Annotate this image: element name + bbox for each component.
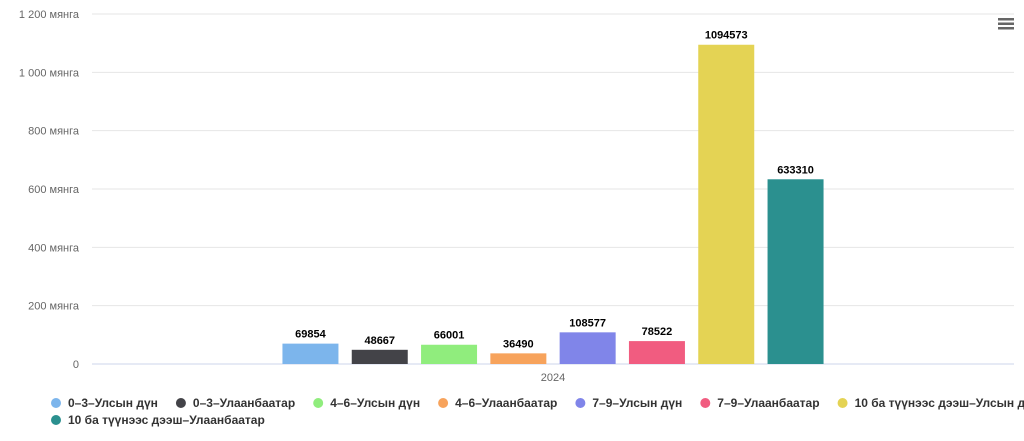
legend-marker xyxy=(700,398,711,408)
y-axis: 0 200 мянга 400 мянга 600 мянга 800 мянга 1 0… xyxy=(19,9,80,371)
legend-label: 0–3–Улаанбаатар xyxy=(193,396,295,410)
y-tick-label: 800 мянга xyxy=(28,126,80,138)
data-label: 78522 xyxy=(642,326,673,338)
legend-item[interactable]: 7–9–Улаанбаатар xyxy=(700,396,820,410)
bar[interactable] xyxy=(490,353,547,364)
x-tick-label: 2024 xyxy=(541,372,565,384)
legend-item[interactable]: 10 ба түүнээс дээш–Улсын дүн xyxy=(837,396,1024,410)
legend-marker xyxy=(438,398,449,408)
legend-label: 10 ба түүнээс дээш–Улаанбаатар xyxy=(68,413,265,427)
legend-item[interactable]: 7–9–Улсын дүн xyxy=(575,396,682,410)
legend-marker xyxy=(313,398,324,408)
grid-lines xyxy=(92,13,1014,365)
legend-marker xyxy=(51,415,61,425)
legend-label: 7–9–Улаанбаатар xyxy=(717,396,819,410)
bar[interactable] xyxy=(628,341,685,364)
legend-item[interactable]: 0–3–Улсын дүн xyxy=(51,396,158,410)
bar[interactable] xyxy=(351,349,408,364)
legend-item[interactable]: 10 ба түүнээс дээш–Улаанбаатар xyxy=(51,413,265,427)
x-axis: 2024 xyxy=(92,363,1014,384)
legend-marker xyxy=(175,398,186,408)
y-tick-label: 400 мянга xyxy=(28,242,80,254)
chart-menu-button[interactable] xyxy=(998,17,1014,31)
data-label: 1094573 xyxy=(705,30,748,42)
data-label: 633310 xyxy=(777,164,814,176)
bar[interactable] xyxy=(698,44,755,364)
bar[interactable] xyxy=(421,344,478,364)
bar[interactable] xyxy=(767,179,824,364)
legend-label: 0–3–Улсын дүн xyxy=(68,396,158,410)
y-tick-label: 600 мянга xyxy=(28,184,80,196)
legend-item[interactable]: 4–6–Улаанбаатар xyxy=(438,396,557,410)
y-tick-label: 0 xyxy=(73,359,79,371)
y-tick-label: 1 000 мянга xyxy=(19,67,80,79)
bar[interactable] xyxy=(559,332,616,364)
legend-label: 4–6–Улаанбаатар xyxy=(455,396,557,410)
legend-label: 10 ба түүнээс дээш–Улсын дүн xyxy=(855,396,1024,410)
data-label: 108577 xyxy=(569,317,606,329)
data-label: 36490 xyxy=(503,338,534,350)
data-label: 69854 xyxy=(295,329,326,341)
legend-marker xyxy=(837,398,848,408)
legend: 0–3–Улсын дүн 0–3–Улаанбаатар 4–6–Улсын дү… xyxy=(51,396,1024,427)
y-tick-label: 200 мянга xyxy=(28,301,80,313)
legend-marker xyxy=(51,398,61,408)
legend-item[interactable]: 4–6–Улсын дүн xyxy=(313,396,420,410)
bar[interactable] xyxy=(282,343,339,364)
data-labels: 69854 48667 66001 36490 108577 78522 1094573 63… xyxy=(295,30,814,351)
legend-item[interactable]: 0–3–Улаанбаатар xyxy=(175,396,295,410)
y-tick-label: 1 200 мянга xyxy=(19,9,80,21)
legend-marker xyxy=(575,398,586,408)
data-label: 66001 xyxy=(434,330,465,342)
data-label: 48667 xyxy=(364,335,395,347)
legend-label: 7–9–Улсын дүн xyxy=(592,396,682,410)
bars xyxy=(282,44,824,364)
legend-label: 4–6–Улсын дүн xyxy=(330,396,420,410)
